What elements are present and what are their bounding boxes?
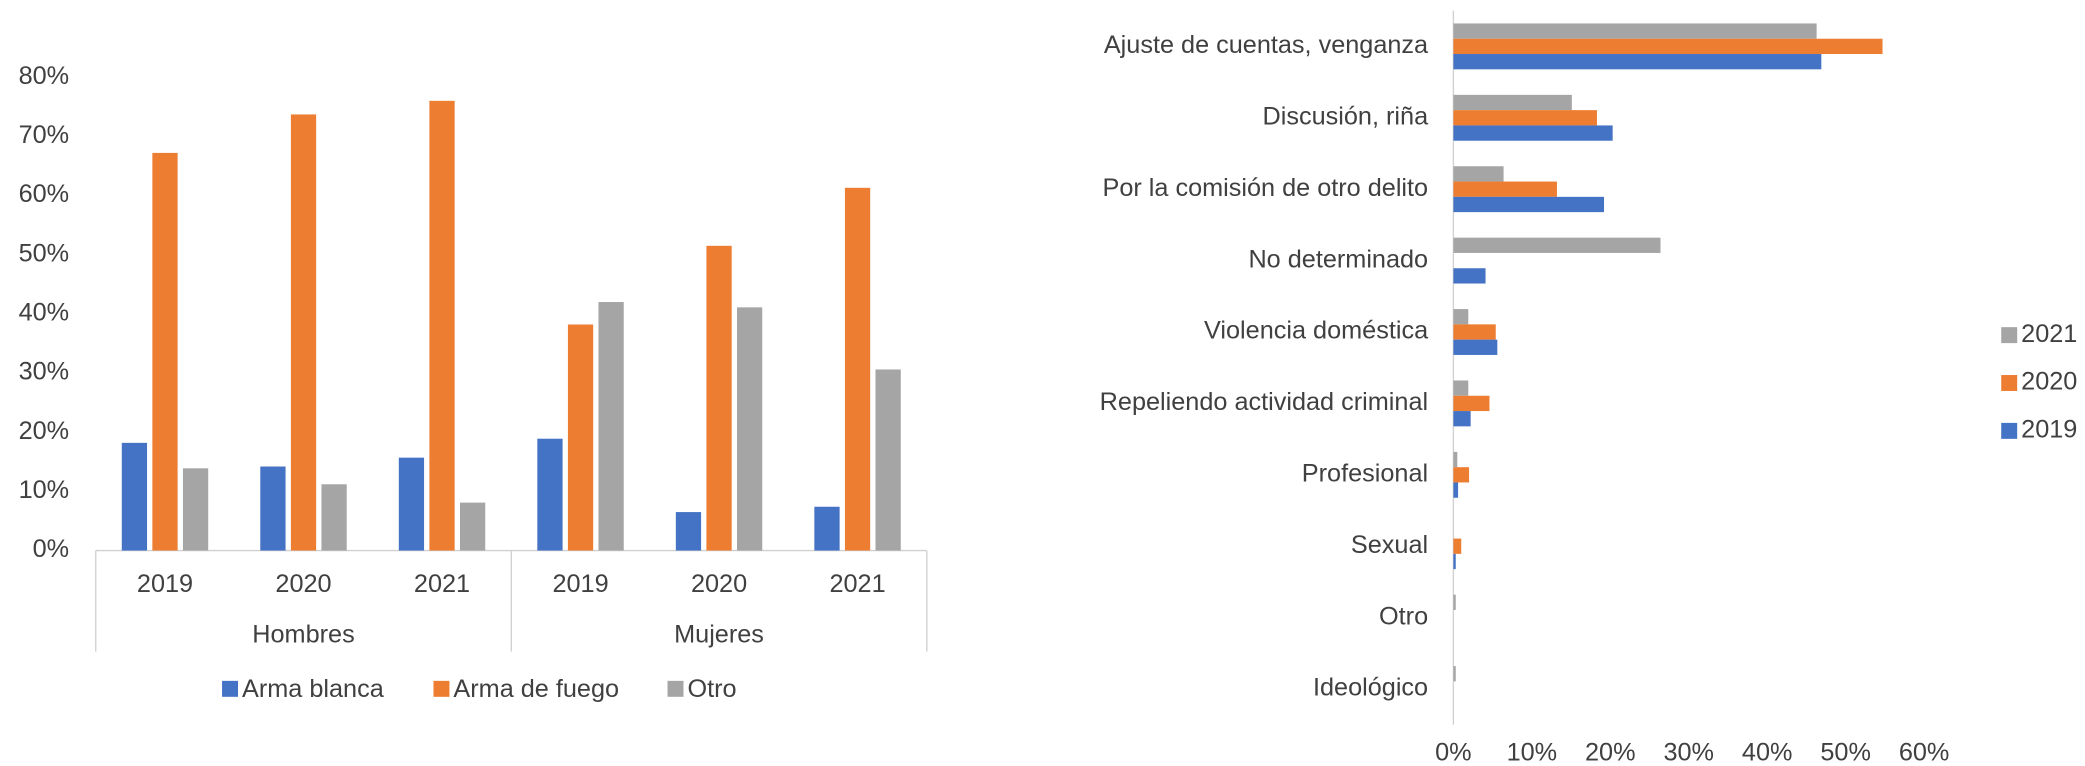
bar [1453,594,1456,610]
y-tick-label: Otro [1379,602,1428,630]
bar [152,152,178,551]
bar [1453,181,1557,197]
bar [844,187,871,551]
x-tick-label: 2020 [691,570,747,598]
legend-label: 2021 [2021,320,2077,348]
legend-label: Arma de fuego [453,675,619,703]
y-tick-label: Ajuste de cuentas, venganza [1104,31,1429,59]
y-tick-label: Repeliendo actividad criminal [1100,388,1428,416]
bar [1453,54,1822,70]
bar [814,506,840,551]
legend-swatch [222,680,239,697]
group-label: Hombres [252,620,354,648]
bar [1453,268,1486,284]
y-tick-label: Discusión, riña [1263,102,1430,130]
bar [121,442,148,551]
bar [182,468,209,551]
bar [1453,339,1498,355]
bar [1453,666,1456,682]
bar [1453,467,1470,483]
legend-swatch [2001,327,2018,344]
bar [1453,237,1661,253]
y-tick-label: 60% [19,180,70,208]
x-tick-label: 60% [1899,739,1950,766]
bar [1453,553,1456,570]
x-tick-label: 2019 [137,570,193,598]
bar [1453,196,1605,213]
bar [1453,309,1469,325]
y-tick-label: No determinado [1248,245,1428,273]
bar [1453,451,1458,468]
bar [1453,110,1597,126]
legend-swatch [2001,422,2018,439]
y-tick-label: 0% [33,535,70,563]
bar [736,307,763,551]
y-tick-label: Violencia doméstica [1204,317,1429,345]
bar [1453,411,1471,427]
bar [459,502,486,551]
y-tick-label: Sexual [1351,531,1428,559]
bar [1453,166,1504,182]
legend-label: 2019 [2021,416,2077,444]
y-tick-label: 30% [19,358,70,386]
x-tick-label: 2019 [552,570,608,598]
y-tick-label: 70% [19,121,70,149]
x-tick-label: 0% [1435,739,1471,766]
bar [398,457,425,551]
bar [1453,23,1817,39]
x-tick-label: 50% [1820,739,1871,766]
y-tick-label: 20% [19,417,70,445]
bar [1453,482,1459,498]
bar [429,100,455,551]
bar [706,245,732,551]
y-tick-label: 40% [19,299,70,327]
bar [537,438,563,551]
bar [1453,94,1572,111]
bar [1453,125,1613,141]
x-tick-label: 30% [1663,739,1714,766]
legend-swatch [667,680,684,697]
group-label: Mujeres [674,620,764,648]
bar [567,324,594,551]
y-tick-label: Profesional [1302,459,1428,487]
bar [260,466,286,551]
bar [675,512,702,551]
bar [1453,380,1469,396]
x-tick-label: 2021 [414,570,470,598]
bar [1453,395,1490,412]
bar [1453,38,1883,55]
legend-swatch [433,680,450,697]
x-tick-label: 20% [1585,739,1636,766]
bar [1453,324,1496,340]
y-tick-label: Ideológico [1313,674,1428,702]
x-tick-label: 40% [1742,739,1793,766]
y-tick-label: 80% [19,62,70,90]
x-tick-label: 10% [1507,739,1558,766]
y-tick-label: 50% [19,239,70,267]
x-tick-label: 2021 [829,570,885,598]
legend-label: 2020 [2021,368,2077,396]
legend-label: Otro [687,675,736,703]
bar [290,114,317,551]
legend-label: Arma blanca [242,675,385,703]
bar [321,484,347,551]
x-tick-label: 2020 [275,570,331,598]
y-tick-label: 10% [19,476,70,504]
bar [598,302,624,551]
bar [1453,538,1462,554]
bar [875,369,901,551]
legend-swatch [2001,375,2018,391]
y-tick-label: Por la comisión de otro delito [1102,174,1428,202]
